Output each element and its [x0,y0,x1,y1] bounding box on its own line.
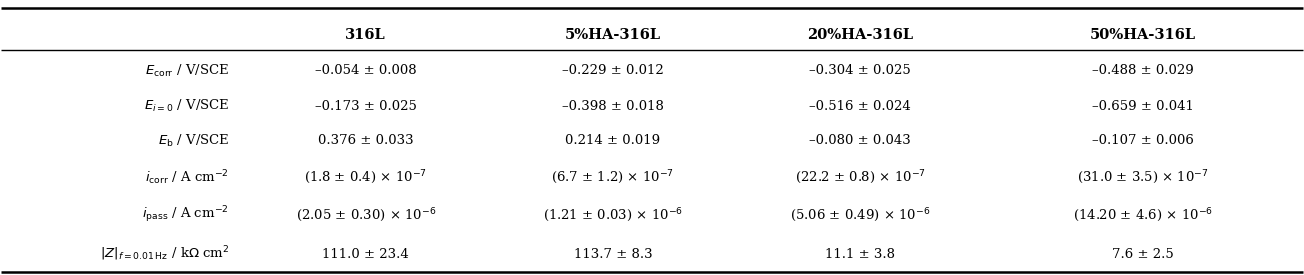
Text: $E_{i=0}$ / V/SCE: $E_{i=0}$ / V/SCE [143,98,230,114]
Text: (31.0 ± 3.5) × 10$^{-7}$: (31.0 ± 3.5) × 10$^{-7}$ [1077,169,1209,186]
Text: $E_{\mathrm{corr}}$ / V/SCE: $E_{\mathrm{corr}}$ / V/SCE [145,63,230,79]
Text: 0.376 ± 0.033: 0.376 ± 0.033 [318,134,413,147]
Text: 7.6 ± 2.5: 7.6 ± 2.5 [1112,248,1174,260]
Text: (1.21 ± 0.03) × 10$^{-6}$: (1.21 ± 0.03) × 10$^{-6}$ [542,206,683,224]
Text: –0.304 ± 0.025: –0.304 ± 0.025 [810,64,911,77]
Text: 50%HA-316L: 50%HA-316L [1090,28,1196,42]
Text: 111.0 ± 23.4: 111.0 ± 23.4 [322,248,409,260]
Text: (14.20 ± 4.6) × 10$^{-6}$: (14.20 ± 4.6) × 10$^{-6}$ [1073,206,1213,224]
Text: (5.06 ± 0.49) × 10$^{-6}$: (5.06 ± 0.49) × 10$^{-6}$ [790,206,930,224]
Text: (6.7 ± 1.2) × 10$^{-7}$: (6.7 ± 1.2) × 10$^{-7}$ [552,169,674,186]
Text: (2.05 ± 0.30) × 10$^{-6}$: (2.05 ± 0.30) × 10$^{-6}$ [296,206,436,224]
Text: 20%HA-316L: 20%HA-316L [807,28,913,42]
Text: –0.659 ± 0.041: –0.659 ± 0.041 [1093,100,1194,113]
Text: –0.054 ± 0.008: –0.054 ± 0.008 [316,64,416,77]
Text: 113.7 ± 8.3: 113.7 ± 8.3 [574,248,652,260]
Text: –0.488 ± 0.029: –0.488 ± 0.029 [1093,64,1194,77]
Text: –0.173 ± 0.025: –0.173 ± 0.025 [314,100,417,113]
Text: $E_{\mathrm{b}}$ / V/SCE: $E_{\mathrm{b}}$ / V/SCE [158,133,230,149]
Text: –0.398 ± 0.018: –0.398 ± 0.018 [562,100,664,113]
Text: –0.229 ± 0.012: –0.229 ± 0.012 [562,64,664,77]
Text: $|Z|_{f=0.01\,\mathrm{Hz}}$ / k$\Omega$ cm$^2$: $|Z|_{f=0.01\,\mathrm{Hz}}$ / k$\Omega$ … [99,245,230,263]
Text: –0.516 ± 0.024: –0.516 ± 0.024 [810,100,911,113]
Text: 0.214 ± 0.019: 0.214 ± 0.019 [566,134,661,147]
Text: $i_{\mathrm{pass}}$ / A cm$^{-2}$: $i_{\mathrm{pass}}$ / A cm$^{-2}$ [142,205,230,226]
Text: (1.8 ± 0.4) × 10$^{-7}$: (1.8 ± 0.4) × 10$^{-7}$ [304,169,428,186]
Text: 11.1 ± 3.8: 11.1 ± 3.8 [825,248,895,260]
Text: $i_{\mathrm{corr}}$ / A cm$^{-2}$: $i_{\mathrm{corr}}$ / A cm$^{-2}$ [145,168,230,187]
Text: –0.107 ± 0.006: –0.107 ± 0.006 [1093,134,1194,147]
Text: 316L: 316L [346,28,386,42]
Text: (22.2 ± 0.8) × 10$^{-7}$: (22.2 ± 0.8) × 10$^{-7}$ [794,169,926,186]
Text: 5%HA-316L: 5%HA-316L [565,28,661,42]
Text: –0.080 ± 0.043: –0.080 ± 0.043 [810,134,911,147]
